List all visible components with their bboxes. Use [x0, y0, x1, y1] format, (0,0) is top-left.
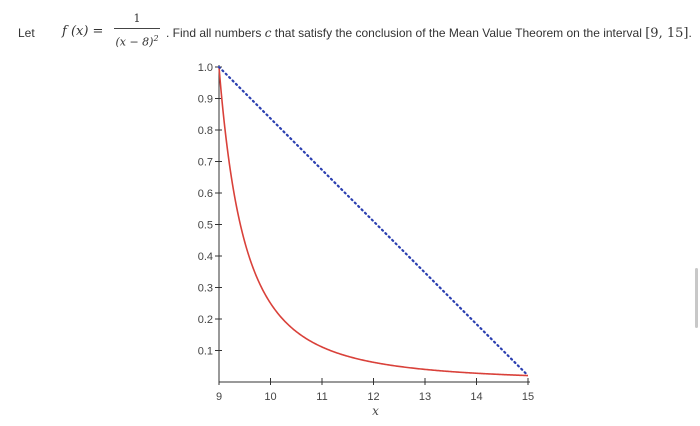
x-tick-label: 15	[522, 391, 534, 403]
x-tick-label: 13	[419, 391, 431, 403]
y-tick-label: 0.7	[198, 157, 213, 169]
function-fraction: 1 (x − 8)2	[112, 12, 162, 49]
y-tick-label: 0.9	[198, 94, 213, 106]
denominator-base: (x − 8)	[115, 35, 154, 49]
series-secant-line	[217, 65, 530, 377]
chart-axes	[215, 65, 530, 385]
question-text-before-c: . Find all numbers	[166, 26, 265, 40]
y-tick-label: 0.3	[198, 283, 213, 295]
y-tick-label: 0.1	[198, 346, 213, 358]
question-interval: [9, 15]	[645, 26, 689, 41]
y-tick-label: 0.8	[198, 125, 213, 137]
x-tick-label: 14	[470, 391, 482, 403]
x-axis-label: x	[372, 404, 379, 418]
question-suffix: .	[688, 26, 692, 40]
variable-c: c	[264, 26, 272, 40]
fraction-bar	[114, 28, 160, 29]
denominator-exponent: 2	[153, 34, 159, 43]
question-prefix: Let	[18, 26, 35, 40]
chart-series	[217, 65, 530, 377]
y-tick-label: 0.6	[198, 188, 213, 200]
y-tick-label: 1.0	[198, 62, 213, 74]
page-scrollbar[interactable]	[695, 268, 698, 328]
x-tick-label: 12	[367, 391, 379, 403]
x-tick-label: 9	[216, 391, 222, 403]
question-text: Let f (x) = 1 (x − 8)2 . Find all number…	[18, 12, 692, 52]
question-text-after-c: that satisfy the conclusion of the Mean …	[271, 26, 646, 40]
function-name: f (x) =	[62, 24, 104, 39]
series-curve	[218, 66, 529, 377]
y-tick-label: 0.5	[198, 220, 213, 232]
fraction-numerator: 1	[133, 12, 141, 25]
fraction-denominator: (x − 8)2	[112, 31, 162, 49]
y-tick-label: 0.4	[198, 251, 213, 263]
y-tick-label: 0.2	[198, 314, 213, 326]
x-tick-label: 10	[264, 391, 276, 403]
chart-labels: 0.1 0.2 0.3 0.4 0.5 0.6 0.7 0.8 0.9 1.0 9 10 11 12 13 1…	[198, 62, 534, 418]
question-body: . Find all numbers c that satisfy the co…	[166, 26, 692, 41]
x-tick-label: 11	[316, 391, 327, 403]
